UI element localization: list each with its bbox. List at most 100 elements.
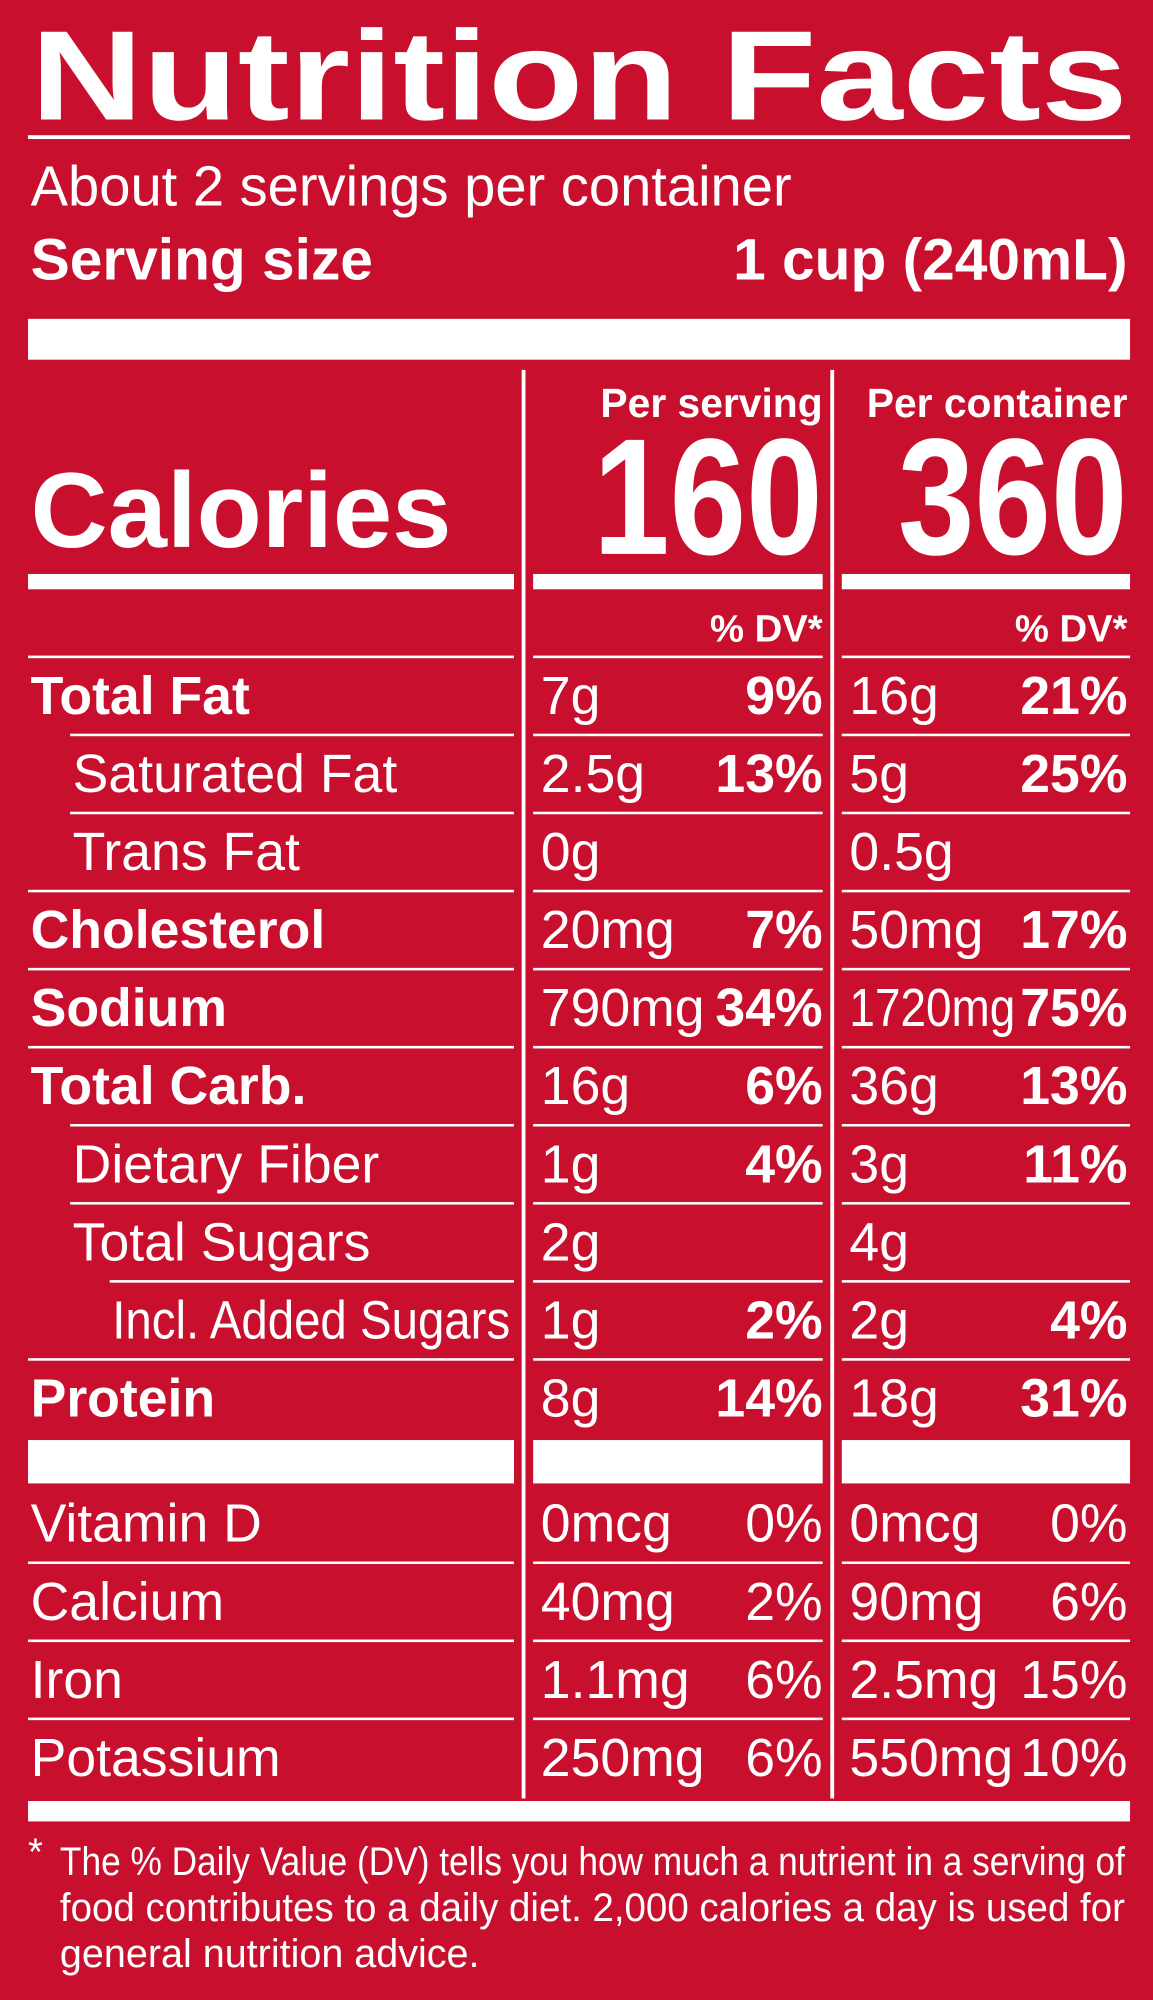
amount: 2g [849,1291,909,1350]
amount: 20mg [541,901,675,960]
amount: 250mg [541,1729,705,1788]
nutrient-name: Trans Fat [73,823,300,882]
calories-value: 160 [593,405,823,590]
nutrient-name: Total Sugars [73,1213,371,1272]
rule [841,1202,1131,1205]
amount: 50mg [849,901,983,960]
rule [841,1561,1131,1565]
medium-bar [28,573,515,590]
daily-value: 11% [1023,1135,1127,1194]
servings: About 2 servings per container [31,155,792,218]
rule [533,1280,823,1283]
daily-value: 17% [1020,901,1127,960]
rule [533,1717,823,1721]
rule [28,967,515,971]
amount: 0mcg [849,1495,980,1554]
daily-value: 6% [745,1729,822,1788]
daily-value: 6% [745,1057,822,1116]
rule [841,967,1131,971]
nutrient-name: Total Carb. [31,1057,307,1116]
rule [533,889,823,893]
rule [841,1045,1131,1049]
amount: 550mg [849,1729,1013,1788]
daily-value: 2% [745,1573,822,1632]
amount: 5g [849,745,909,804]
rule [533,1561,823,1565]
medium-bar [841,573,1131,590]
daily-value: 7% [745,901,822,960]
rule [841,1639,1131,1643]
rule [533,1123,823,1127]
daily-value: 10% [1020,1729,1127,1788]
rule [533,655,823,659]
nutrient-name: Potassium [31,1729,281,1788]
column-divider [521,369,526,1799]
rule [533,811,823,815]
daily-value: 0% [745,1495,822,1554]
daily-value: 4% [1050,1291,1127,1350]
rule [28,1440,515,1484]
nutrient-name: Total Fat [31,667,250,726]
amount: 16g [541,1057,630,1116]
nutrient-name: Protein [31,1369,216,1428]
amount: 790mg [541,979,705,1038]
rule [841,811,1131,815]
column-header: Per serving [600,380,822,426]
rule [841,889,1131,893]
nutrient-name: Calcium [31,1573,224,1632]
amount: 4g [849,1213,909,1272]
medium-bar [28,1801,1131,1822]
rule [841,1358,1131,1361]
rule [28,1717,515,1721]
daily-value: 6% [745,1651,822,1710]
rule [28,1639,515,1643]
rule [533,1639,823,1643]
nutrient-name: Dietary Fiber [73,1135,380,1194]
daily-value: 0% [1050,1495,1127,1554]
rule [70,733,515,737]
dv-header: % DV* [710,607,823,650]
rule [28,135,1131,140]
rule [841,655,1131,659]
amount: 18g [849,1369,938,1428]
rule [533,1358,823,1361]
rule [28,655,515,659]
daily-value: 34% [715,979,822,1038]
serving-size-value: 1 cup (240mL) [733,228,1127,293]
nutrient-name: Cholesterol [31,901,326,960]
daily-value: 13% [1020,1057,1127,1116]
nutrient-name: Iron [31,1651,123,1710]
calories-label: Calories [31,450,452,570]
daily-value: 2% [745,1291,822,1350]
dv-header: % DV* [1015,607,1128,650]
daily-value: 75% [1020,979,1127,1038]
amount: 2g [541,1213,601,1272]
daily-value: 25% [1020,745,1127,804]
rule [28,1561,515,1565]
calories-value: 360 [898,405,1128,590]
rule [841,1123,1131,1127]
rule [28,889,515,893]
rule [841,1280,1131,1283]
rule [841,1440,1131,1484]
rule [70,811,515,815]
rule [109,1280,515,1283]
amount: 0g [541,823,601,882]
column-header: Per container [867,380,1128,426]
rule [70,1202,515,1205]
nutrient-name: Vitamin D [31,1495,262,1554]
rule [70,1123,515,1127]
column-divider [830,369,835,1799]
rule [533,967,823,971]
rule [841,733,1131,737]
amount: 1g [541,1135,601,1194]
amount: 40mg [541,1573,675,1632]
amount: 0.5g [849,823,953,882]
amount: 16g [849,667,938,726]
amount: 36g [849,1057,938,1116]
serving-size-label: Serving size [31,228,373,293]
nutrient-name: Incl. Added Sugars [112,1291,510,1350]
daily-value: 9% [745,667,822,726]
thick-bar [28,318,1131,360]
rule [533,733,823,737]
